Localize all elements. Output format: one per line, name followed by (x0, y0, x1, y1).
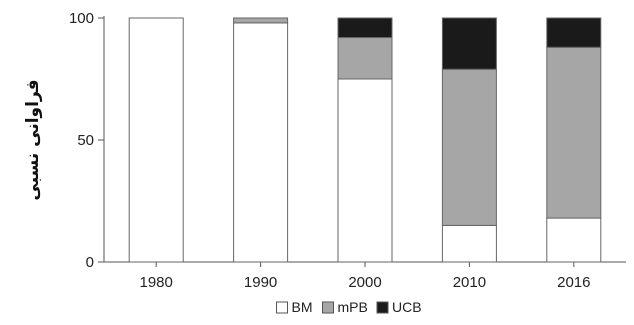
legend: BM mPB UCB (276, 299, 422, 315)
bar-segment-bm-1990 (233, 22, 289, 263)
y-tick-label: 50 (77, 132, 94, 149)
x-tick-label: 1990 (244, 274, 277, 291)
bars (128, 17, 602, 263)
legend-label-ucb: UCB (392, 299, 422, 315)
legend-swatch-bm (276, 301, 288, 314)
x-tick-label: 2000 (348, 274, 381, 291)
legend-label-bm: BM (292, 299, 313, 315)
bar-segment-bm-2016 (546, 217, 602, 263)
y-tick-label: 0 (86, 254, 94, 271)
bar-segment-ucb-2016 (546, 17, 602, 48)
bar-segment-mpb-2010 (441, 68, 497, 226)
tick-labels: 0 50 100 1980 1990 2000 2010 2016 (69, 10, 591, 291)
bar-segment-mpb-1990 (233, 17, 289, 24)
legend-label-mpb: mPB (338, 299, 368, 315)
bar-segment-ucb-2010 (441, 17, 497, 70)
bar-segment-bm-1980 (128, 17, 184, 263)
x-tick-label: 2010 (453, 274, 486, 291)
x-tick-label: 1980 (140, 274, 173, 291)
bar-segment-mpb-2000 (337, 37, 393, 80)
bar-segment-ucb-2000 (337, 17, 393, 39)
legend-swatch-ucb (376, 301, 389, 314)
bar-segment-bm-2010 (441, 224, 497, 263)
legend-swatch-mpb (322, 301, 334, 314)
x-tick-label: 2016 (557, 274, 590, 291)
bar-segment-mpb-2016 (546, 46, 602, 219)
y-axis-label: فراوانی نسبی (23, 79, 43, 200)
bar-segment-bm-2000 (337, 78, 393, 263)
y-tick-label: 100 (69, 10, 94, 27)
